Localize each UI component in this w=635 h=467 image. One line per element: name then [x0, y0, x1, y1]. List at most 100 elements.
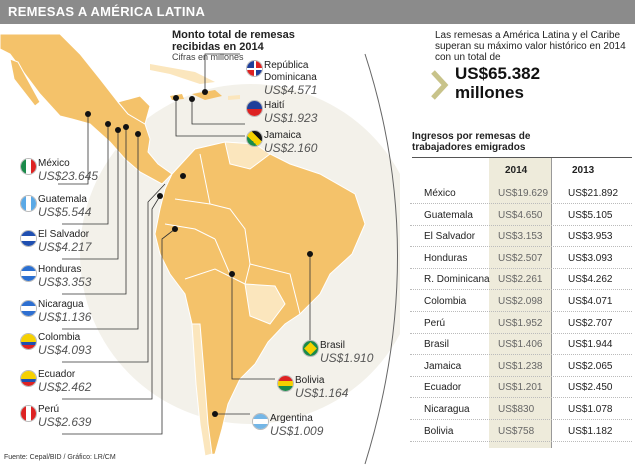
- label-brazil: Brasil: [320, 340, 346, 351]
- amount-nicaragua: US$1.136: [38, 310, 92, 324]
- table-row-divider: [410, 267, 632, 269]
- colombia-dot: [180, 173, 186, 179]
- table-row-divider: [410, 311, 632, 312]
- map-title: Monto total de remesas recibidas en 2014: [172, 29, 295, 53]
- amount-brazil: US$1.910: [320, 351, 374, 365]
- dominican-republic-dot: [202, 89, 208, 95]
- callout-total: US$65.382 millones: [455, 64, 540, 102]
- table-row-divider: [410, 354, 632, 356]
- haiti-dot: [189, 96, 195, 102]
- label-guatemala: Guatemala: [38, 194, 87, 205]
- table-row-value-2014: US$1.238: [498, 360, 543, 372]
- brazil-flag-icon: [302, 340, 319, 357]
- location-dots: [85, 89, 313, 417]
- table-row-value-2014: US$758: [498, 425, 535, 437]
- nicaragua-flag-icon: [20, 300, 37, 317]
- label-honduras: Honduras: [38, 264, 82, 275]
- baja-shape: [9, 58, 41, 107]
- table-row-divider: [410, 419, 632, 420]
- label-jamaica: Jamaica: [264, 130, 302, 141]
- label-el-salvador: El Salvador: [38, 229, 90, 240]
- table-row-country: Brasil: [424, 339, 450, 351]
- callout-text: Las remesas a América Latina y el Caribe…: [435, 30, 626, 63]
- table-row-value-2014: US$1.406: [498, 339, 543, 351]
- amount-guatemala: US$5.544: [38, 205, 92, 219]
- table-row-value-2014: US$2.098: [498, 296, 543, 307]
- table-row-value-2014: US$2.261: [498, 274, 543, 286]
- table-row-value-2013: US$1.182: [568, 425, 613, 437]
- mexico-central-america-shape: [0, 33, 173, 185]
- table-row-country: Guatemala: [424, 209, 473, 221]
- amount-el-salvador: US$4.217: [38, 240, 92, 254]
- table-row-country: Bolivia: [424, 425, 454, 437]
- table-row-value-2014: US$19.629: [498, 188, 549, 199]
- label-nicaragua: Nicaragua: [38, 299, 84, 310]
- table-row-divider: [410, 224, 632, 226]
- table-row-value-2013: US$3.093: [568, 252, 613, 264]
- bolivia-dot: [229, 271, 235, 277]
- table-row-value-2013: US$5.105: [568, 209, 613, 221]
- header-bar: REMESAS A AMÉRICA LATINA: [0, 0, 635, 24]
- source-note: Fuente: Cepal/BID / Gráfico: LR/CM: [4, 454, 116, 461]
- table-row-country: Jamaica: [424, 360, 462, 372]
- brazil-dot: [307, 251, 313, 257]
- map-subtitle: Cifras en millones: [172, 52, 244, 62]
- yucatan-shape: [117, 95, 151, 125]
- jamaica-flag-icon: [246, 130, 263, 147]
- amount-argentina: US$1.009: [270, 424, 324, 438]
- mexico-flag-icon: [20, 158, 37, 175]
- table-top-rule: [412, 157, 632, 158]
- table-row-country: Perú: [424, 317, 446, 329]
- separator-curve: [364, 53, 398, 465]
- label-peru: Perú: [38, 404, 60, 415]
- dominican-republic-flag-icon: [246, 60, 263, 77]
- column-2014-highlight: [489, 158, 551, 448]
- chevron-right-icon: [431, 70, 449, 100]
- amount-jamaica: US$2.160: [264, 141, 318, 155]
- table-row-country: México: [424, 188, 456, 199]
- honduras-dot: [123, 124, 129, 130]
- column-header-2014: 2014: [505, 165, 528, 176]
- amount-colombia: US$4.093: [38, 343, 92, 357]
- guatemala-dot: [105, 121, 111, 127]
- chile-shape: [191, 323, 213, 457]
- table-row-value-2013: US$4.071: [568, 296, 613, 307]
- table-row-value-2014: US$1.952: [498, 317, 543, 329]
- bolivia-flag-icon: [277, 375, 294, 392]
- table-row-value-2013: US$21.892: [568, 188, 619, 199]
- argentina-flag-icon: [252, 413, 269, 430]
- amount-bolivia: US$1.164: [295, 386, 349, 400]
- colombia-flag-icon: [20, 333, 37, 350]
- ecuador-flag-icon: [20, 370, 37, 387]
- table-row-value-2013: US$2.707: [568, 317, 613, 329]
- table-row-value-2013: US$2.450: [568, 382, 613, 394]
- table-row-value-2013: US$2.065: [568, 360, 613, 372]
- table-row-value-2014: US$4.650: [498, 209, 543, 221]
- table-row-value-2014: US$1.201: [498, 382, 543, 394]
- table-row-country: Nicaragua: [424, 404, 470, 415]
- el-salvador-dot: [115, 127, 121, 133]
- cuba-shape: [150, 64, 215, 84]
- callout-unit: millones: [455, 83, 524, 102]
- amount-honduras: US$3.353: [38, 275, 92, 289]
- callout-value: US$65.382: [455, 64, 541, 83]
- latin-america-map: [0, 33, 400, 465]
- table-row-country: El Salvador: [424, 231, 476, 243]
- mexico-dot: [85, 111, 91, 117]
- table-row-country: R. Dominicana: [424, 274, 490, 286]
- amount-mexico: US$23.645: [38, 169, 99, 183]
- amount-peru: US$2.639: [38, 415, 92, 429]
- ecuador-dot: [157, 193, 163, 199]
- table-row-value-2013: US$1.944: [568, 339, 613, 351]
- hispaniola-shape: [192, 90, 222, 100]
- table-row-value-2013: US$4.262: [568, 274, 613, 286]
- table-row-divider: [410, 440, 632, 442]
- table-title: Ingresos por remesas de trabajadores emi…: [412, 131, 531, 153]
- amount-haiti: US$1.923: [264, 111, 318, 125]
- table-row-divider: [410, 332, 632, 334]
- column-header-2013: 2013: [572, 165, 595, 176]
- label-haiti: Haití: [264, 100, 285, 111]
- paraguay-uruguay-shape: [244, 283, 286, 325]
- label-ecuador: Ecuador: [38, 369, 76, 380]
- nicaragua-dot: [135, 131, 141, 137]
